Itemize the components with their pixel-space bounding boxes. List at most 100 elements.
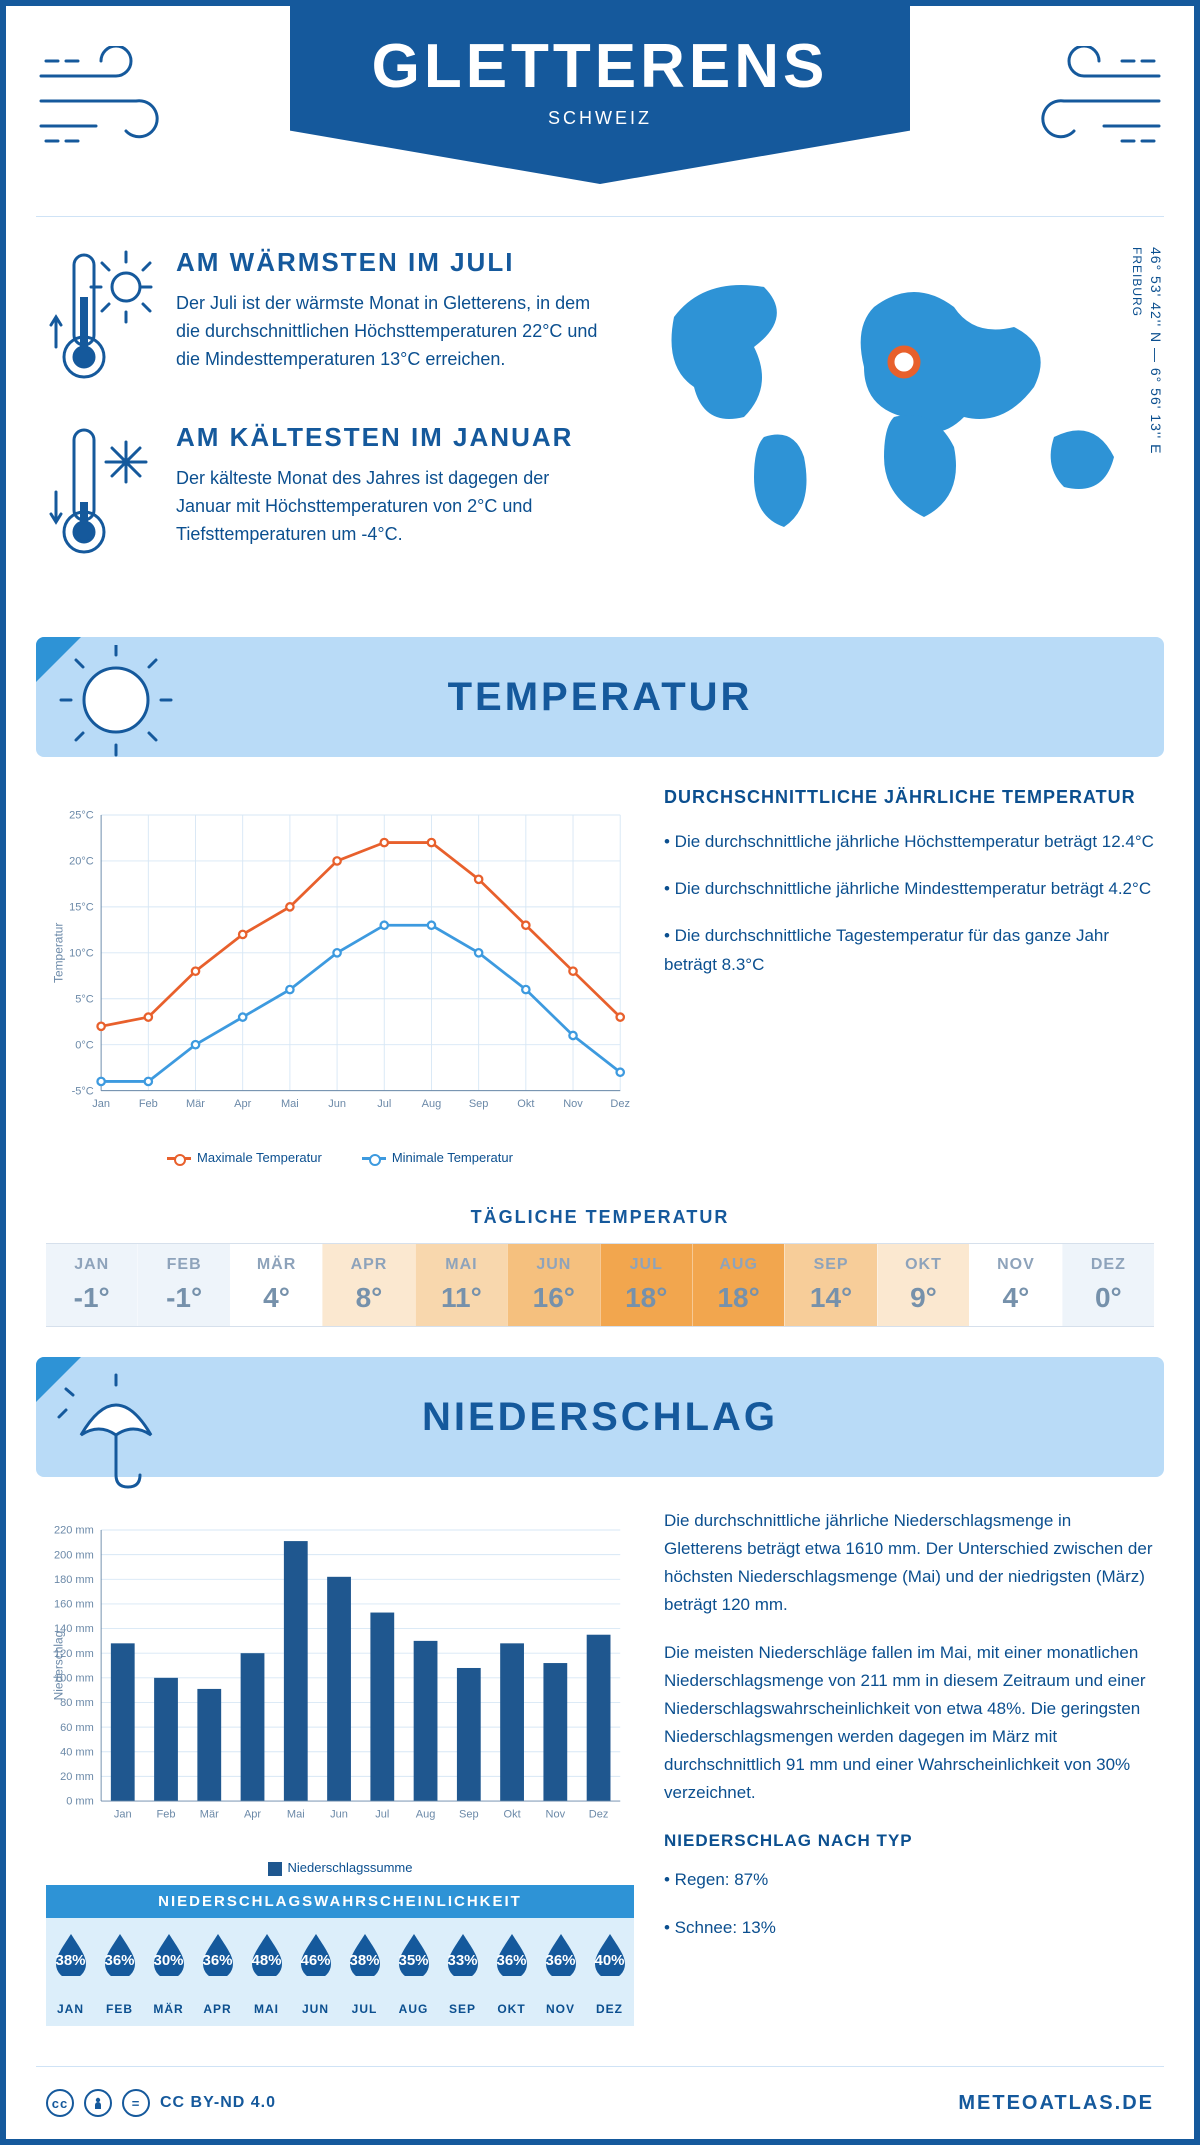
svg-text:20 mm: 20 mm xyxy=(60,1771,94,1783)
thermometer-cold-icon xyxy=(46,422,156,562)
svg-text:40 mm: 40 mm xyxy=(60,1746,94,1758)
svg-text:25°C: 25°C xyxy=(69,810,94,822)
daily-temp-table: JAN-1°FEB-1°MÄR4°APR8°MAI11°JUN16°JUL18°… xyxy=(46,1243,1154,1327)
temp-section-title: TEMPERATUR xyxy=(448,675,753,720)
intro-facts: AM WÄRMSTEN IM JULI Der Juli ist der wär… xyxy=(46,247,624,597)
legend-min: Minimale Temperatur xyxy=(392,1150,513,1165)
prob-cell: 33% SEP xyxy=(438,1932,487,2016)
temp-b1: • Die durchschnittliche jährliche Höchst… xyxy=(664,828,1154,857)
prob-cell: 38% JAN xyxy=(46,1932,95,2016)
temp-summary: DURCHSCHNITTLICHE JÄHRLICHE TEMPERATUR •… xyxy=(664,787,1154,1167)
svg-text:Apr: Apr xyxy=(234,1098,251,1110)
world-map-box: FREIBURG 46° 53' 42'' N — 6° 56' 13'' E xyxy=(654,247,1154,597)
svg-text:-5°C: -5°C xyxy=(72,1085,94,1097)
divider xyxy=(36,216,1164,217)
legend-max: Maximale Temperatur xyxy=(197,1150,322,1165)
prob-cell: 48% MAI xyxy=(242,1932,291,2016)
svg-text:60 mm: 60 mm xyxy=(60,1722,94,1734)
svg-text:Aug: Aug xyxy=(416,1809,436,1821)
sun-icon xyxy=(51,645,181,775)
precip-t1: • Regen: 87% xyxy=(664,1866,1154,1894)
coldest-fact: AM KÄLTESTEN IM JANUAR Der kälteste Mona… xyxy=(46,422,624,562)
svg-text:200 mm: 200 mm xyxy=(54,1549,94,1561)
svg-text:Sep: Sep xyxy=(469,1098,489,1110)
daily-cell: JUN16° xyxy=(507,1244,599,1326)
page-root: GLETTERENS SCHWEIZ xyxy=(0,0,1200,2145)
svg-text:Okt: Okt xyxy=(504,1809,521,1821)
intro-section: AM WÄRMSTEN IM JULI Der Juli ist der wär… xyxy=(6,247,1194,637)
svg-text:Niederschlag: Niederschlag xyxy=(52,1631,66,1701)
svg-text:20°C: 20°C xyxy=(69,856,94,868)
daily-cell: MAI11° xyxy=(415,1244,507,1326)
svg-text:Feb: Feb xyxy=(157,1809,176,1821)
prob-cell: 36% FEB xyxy=(95,1932,144,2016)
svg-text:15°C: 15°C xyxy=(69,902,94,914)
daily-cell: MÄR4° xyxy=(230,1244,322,1326)
precip-left: 0 mm20 mm40 mm60 mm80 mm100 mm120 mm140 … xyxy=(46,1507,634,2026)
daily-cell: APR8° xyxy=(322,1244,414,1326)
svg-text:Jun: Jun xyxy=(330,1809,348,1821)
svg-text:0°C: 0°C xyxy=(75,1039,94,1051)
license-text: CC BY-ND 4.0 xyxy=(160,2094,276,2112)
svg-text:Mär: Mär xyxy=(186,1098,205,1110)
thermometer-hot-icon xyxy=(46,247,156,387)
svg-text:Okt: Okt xyxy=(517,1098,534,1110)
precip-row: 0 mm20 mm40 mm60 mm80 mm100 mm120 mm140 … xyxy=(6,1507,1194,2056)
svg-text:Jul: Jul xyxy=(377,1098,391,1110)
precip-p1: Die durchschnittliche jährliche Niedersc… xyxy=(664,1507,1154,1619)
svg-text:0 mm: 0 mm xyxy=(66,1796,94,1808)
precip-summary: Die durchschnittliche jährliche Niedersc… xyxy=(664,1507,1154,2026)
prob-cell: 40% DEZ xyxy=(585,1932,634,2016)
svg-text:180 mm: 180 mm xyxy=(54,1574,94,1586)
temp-summary-title: DURCHSCHNITTLICHE JÄHRLICHE TEMPERATUR xyxy=(664,787,1154,808)
license-block: cc = CC BY-ND 4.0 xyxy=(46,2089,276,2117)
svg-text:160 mm: 160 mm xyxy=(54,1599,94,1611)
precip-type-title: NIEDERSCHLAG NACH TYP xyxy=(664,1827,1154,1855)
page-subtitle: SCHWEIZ xyxy=(290,108,910,129)
prob-table: 38% JAN 36% FEB 30% MÄR 36% APR 48% MAI xyxy=(46,1918,634,2026)
temp-b2: • Die durchschnittliche jährliche Mindes… xyxy=(664,875,1154,904)
daily-cell: AUG18° xyxy=(692,1244,784,1326)
prob-cell: 36% OKT xyxy=(487,1932,536,2016)
precip-p2: Die meisten Niederschläge fallen im Mai,… xyxy=(664,1639,1154,1807)
temp-row: -5°C0°C5°C10°C15°C20°C25°CJanFebMärAprMa… xyxy=(6,787,1194,1187)
prob-cell: 30% MÄR xyxy=(144,1932,193,2016)
warmest-title: AM WÄRMSTEN IM JULI xyxy=(176,247,606,278)
prob-title: NIEDERSCHLAGSWAHRSCHEINLICHKEIT xyxy=(46,1885,634,1918)
wind-icon xyxy=(36,46,176,156)
daily-cell: DEZ0° xyxy=(1062,1244,1154,1326)
svg-text:10°C: 10°C xyxy=(69,947,94,959)
nd-icon: = xyxy=(122,2089,150,2117)
precip-section-title: NIEDERSCHLAG xyxy=(422,1395,778,1440)
precip-section-banner: NIEDERSCHLAG xyxy=(36,1357,1164,1477)
svg-text:Jul: Jul xyxy=(375,1809,389,1821)
svg-text:Dez: Dez xyxy=(610,1098,630,1110)
svg-text:5°C: 5°C xyxy=(75,993,94,1005)
title-ribbon: GLETTERENS SCHWEIZ xyxy=(290,6,910,184)
daily-cell: NOV4° xyxy=(969,1244,1061,1326)
temp-section-banner: TEMPERATUR xyxy=(36,637,1164,757)
svg-text:Aug: Aug xyxy=(422,1098,442,1110)
svg-text:Apr: Apr xyxy=(244,1809,261,1821)
precip-t2: • Schnee: 13% xyxy=(664,1914,1154,1942)
daily-cell: SEP14° xyxy=(784,1244,876,1326)
svg-text:220 mm: 220 mm xyxy=(54,1525,94,1537)
brand: METEOATLAS.DE xyxy=(958,2092,1154,2115)
coldest-title: AM KÄLTESTEN IM JANUAR xyxy=(176,422,606,453)
header: GLETTERENS SCHWEIZ xyxy=(6,6,1194,216)
svg-text:Nov: Nov xyxy=(546,1809,566,1821)
wind-icon xyxy=(1024,46,1164,156)
temp-chart: -5°C0°C5°C10°C15°C20°C25°CJanFebMärAprMa… xyxy=(46,787,634,1167)
svg-text:Temperatur: Temperatur xyxy=(52,923,66,983)
daily-title: TÄGLICHE TEMPERATUR xyxy=(6,1207,1194,1228)
world-map-icon xyxy=(654,247,1154,547)
daily-cell: OKT9° xyxy=(877,1244,969,1326)
prob-cell: 36% APR xyxy=(193,1932,242,2016)
daily-cell: FEB-1° xyxy=(137,1244,229,1326)
coldest-text: Der kälteste Monat des Jahres ist dagege… xyxy=(176,465,606,549)
temp-b3: • Die durchschnittliche Tagestemperatur … xyxy=(664,922,1154,980)
warmest-text: Der Juli ist der wärmste Monat in Glette… xyxy=(176,290,606,374)
svg-text:Feb: Feb xyxy=(139,1098,158,1110)
page-title: GLETTERENS xyxy=(290,31,910,102)
svg-text:Mai: Mai xyxy=(287,1809,305,1821)
